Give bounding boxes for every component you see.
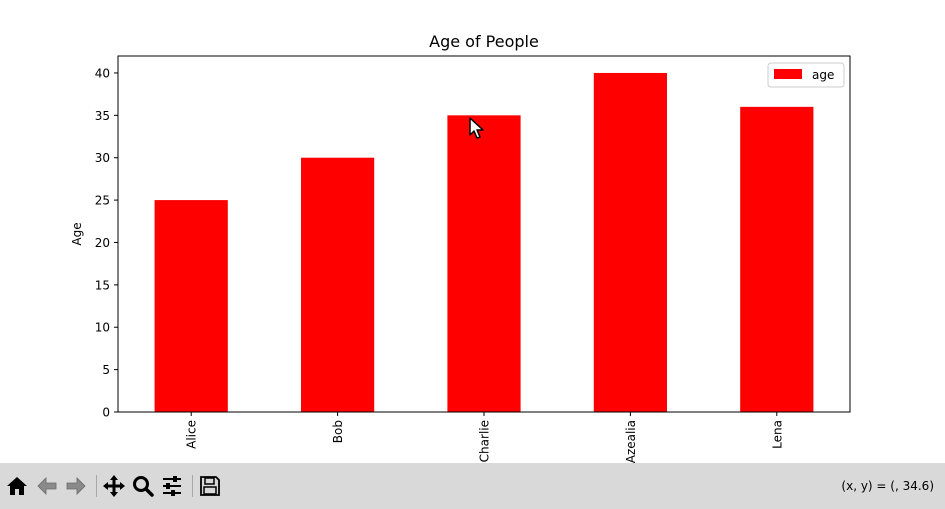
mouse-cursor-icon [469, 117, 484, 139]
save-button[interactable] [196, 472, 224, 500]
figure-canvas[interactable]: 0 5 10 15 20 25 30 35 40 Alice Bob Charlie Azealia Le… [0, 0, 945, 463]
y-tick-label: 30 [95, 151, 110, 165]
y-tick-label: 35 [95, 109, 110, 123]
y-tick-label: 15 [95, 278, 110, 292]
x-tick-label: Charlie [478, 420, 492, 462]
x-tick-label: Alice [185, 420, 199, 449]
home-button[interactable] [3, 472, 31, 500]
back-button[interactable] [33, 472, 61, 500]
cursor-coordinates-readout: (x, y) = (, 34.6) [841, 479, 934, 493]
arrow-left-icon [37, 477, 57, 495]
y-tick-label: 25 [95, 194, 110, 208]
forward-button[interactable] [62, 472, 90, 500]
y-tick-label: 20 [95, 236, 110, 250]
navigation-toolbar: (x, y) = (, 34.6) [0, 463, 945, 509]
x-tick-label: Lena [770, 420, 784, 449]
bar-azealia [593, 72, 667, 412]
sliders-icon [163, 476, 181, 496]
magnifier-icon [133, 476, 154, 497]
chart-title: Age of People [429, 32, 539, 51]
bar-charlie [447, 115, 521, 412]
zoom-button[interactable] [129, 472, 157, 500]
x-tick-label: Bob [331, 420, 345, 443]
legend-swatch [774, 69, 802, 79]
y-tick-label: 5 [102, 363, 110, 377]
bar-lena [740, 106, 814, 412]
pan-button[interactable] [100, 472, 128, 500]
toolbar-separator [192, 475, 193, 497]
y-tick-label: 0 [102, 406, 110, 420]
configure-subplots-button[interactable] [158, 472, 186, 500]
bar-bob [301, 157, 375, 412]
move-icon [103, 475, 125, 497]
y-axis-label: Age [70, 222, 84, 245]
toolbar-separator [96, 475, 97, 497]
y-tick-label: 10 [95, 321, 110, 335]
arrow-right-icon [66, 477, 86, 495]
legend-label: age [812, 68, 834, 82]
bar-alice [154, 200, 228, 412]
bar-chart: 0 5 10 15 20 25 30 35 40 Alice Bob Charlie Azealia Le… [70, 32, 851, 463]
home-icon [7, 477, 27, 495]
y-tick-label: 40 [95, 66, 110, 80]
x-tick-label: Azealia [624, 420, 638, 463]
floppy-disk-icon [200, 476, 220, 496]
